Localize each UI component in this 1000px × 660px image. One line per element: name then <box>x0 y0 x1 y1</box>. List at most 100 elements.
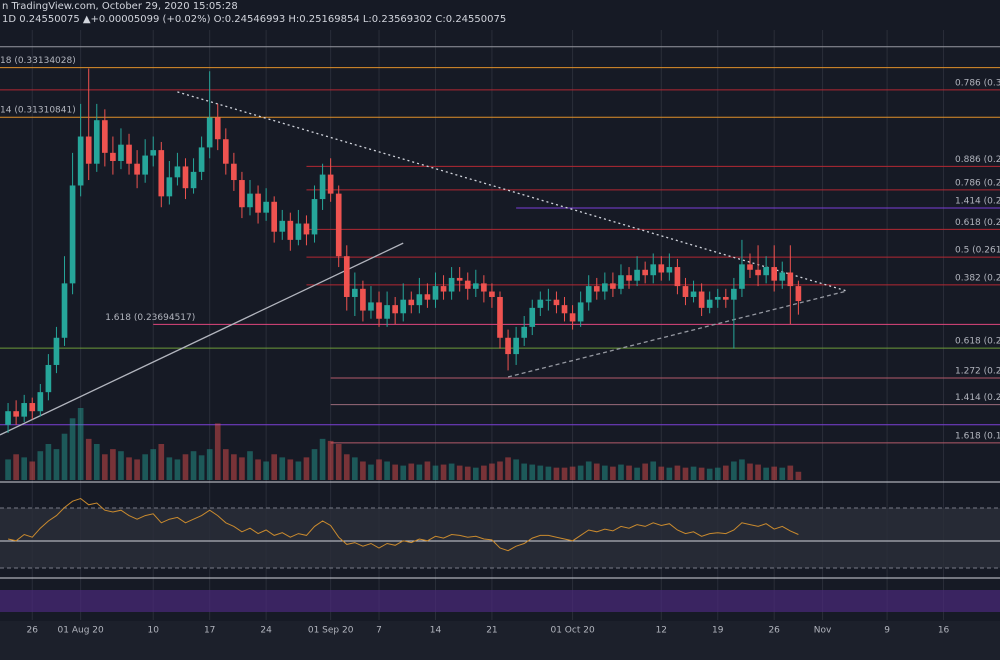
candle-body <box>690 291 697 297</box>
volume-bar <box>271 454 278 480</box>
volume-bar <box>464 466 471 480</box>
volume-bar <box>360 461 366 480</box>
volume-bar <box>513 459 519 480</box>
volume-bar <box>142 454 148 480</box>
x-tick-label: 12 <box>656 626 667 636</box>
volume-bar <box>755 464 761 480</box>
candle-body <box>392 305 398 314</box>
volume-bar <box>102 454 108 480</box>
candle-body <box>327 174 334 194</box>
x-tick-label: 7 <box>376 626 382 636</box>
volume-bar <box>182 454 189 480</box>
volume-bar <box>714 467 721 480</box>
candle-body <box>222 139 229 164</box>
x-tick-label: 26 <box>768 626 780 636</box>
volume-bar <box>674 465 681 480</box>
candle-body <box>174 166 181 178</box>
x-tick-label: 24 <box>260 626 272 636</box>
volume-bar <box>481 465 487 480</box>
candle-body <box>110 152 116 161</box>
candle-body <box>279 220 286 232</box>
x-tick-label: 14 <box>430 626 442 636</box>
volume-bar <box>214 423 221 480</box>
candle-body <box>239 180 245 208</box>
volume-bar <box>472 467 479 480</box>
volume-bar <box>21 457 28 480</box>
volume-bar <box>110 449 116 480</box>
trendline <box>507 290 847 378</box>
candle-body <box>569 313 576 322</box>
level-label: 0.5 (0.26165 <box>955 246 1000 256</box>
candle-body <box>747 264 753 270</box>
x-tick-label: Nov <box>814 626 832 636</box>
candle-body <box>529 307 536 327</box>
volume-bar <box>440 464 447 480</box>
candle-body <box>5 411 11 425</box>
trendline <box>0 242 404 436</box>
volume-bar <box>93 444 100 480</box>
volume-bar <box>521 463 528 480</box>
level-label: 1.618 (0.23694517) <box>105 313 195 323</box>
candle-body <box>682 286 689 297</box>
candle-body <box>214 117 221 140</box>
volume-bar <box>311 449 318 480</box>
x-tick-label: 01 Oct 20 <box>550 626 594 636</box>
candle-body <box>593 286 600 292</box>
level-label: 1.618 (0.19335 <box>955 431 1000 441</box>
volume-bar <box>247 451 253 480</box>
volume-bar <box>400 465 407 480</box>
candle-body <box>368 302 374 311</box>
candle-body <box>602 283 608 292</box>
volume-bar <box>408 463 415 480</box>
candle-body <box>360 288 366 311</box>
volume-bar <box>319 438 326 480</box>
volume-bar <box>231 454 237 480</box>
candle-body <box>731 288 737 300</box>
candle-body <box>650 264 657 276</box>
candle-body <box>37 392 44 412</box>
volume-bar <box>529 464 536 480</box>
candle-body <box>618 275 624 289</box>
volume-bar <box>747 463 753 480</box>
volume-bar <box>593 463 600 480</box>
volume-bar <box>239 457 245 480</box>
candle-body <box>150 150 157 156</box>
volume-bar <box>279 457 286 480</box>
stoch-band <box>0 590 1000 612</box>
volume-bar <box>29 461 36 480</box>
candle-body <box>255 193 261 213</box>
x-tick-label: 16 <box>938 626 950 636</box>
level-label: 1.272 (0.21722 <box>955 366 1000 376</box>
candle-body <box>674 267 681 287</box>
candle-body <box>85 136 92 164</box>
candle-body <box>61 283 68 338</box>
volume-bar <box>255 459 261 480</box>
candle-body <box>553 299 560 306</box>
volume-bar <box>787 465 794 480</box>
volume-bar <box>45 444 52 480</box>
candle-body <box>13 411 19 417</box>
volume-bar <box>61 433 68 480</box>
x-axis <box>0 621 1000 660</box>
volume-bar <box>497 461 503 480</box>
volume-bar <box>795 471 802 480</box>
trendline <box>177 91 847 292</box>
volume-bar <box>5 459 11 480</box>
volume-bar <box>763 467 769 480</box>
volume-bar <box>424 461 431 480</box>
candle-body <box>456 277 463 281</box>
candle-body <box>763 267 769 276</box>
candle-body <box>481 283 487 292</box>
volume-bar <box>118 451 124 480</box>
candle-body <box>287 220 294 240</box>
candle-body <box>335 193 342 257</box>
candle-body <box>53 337 60 365</box>
volume-bar <box>158 444 165 480</box>
candle-body <box>352 288 358 297</box>
candle-body <box>271 201 278 232</box>
candle-body <box>182 166 189 189</box>
candle-body <box>585 286 592 303</box>
volume-bar <box>682 467 689 480</box>
volume-bar <box>569 466 576 480</box>
